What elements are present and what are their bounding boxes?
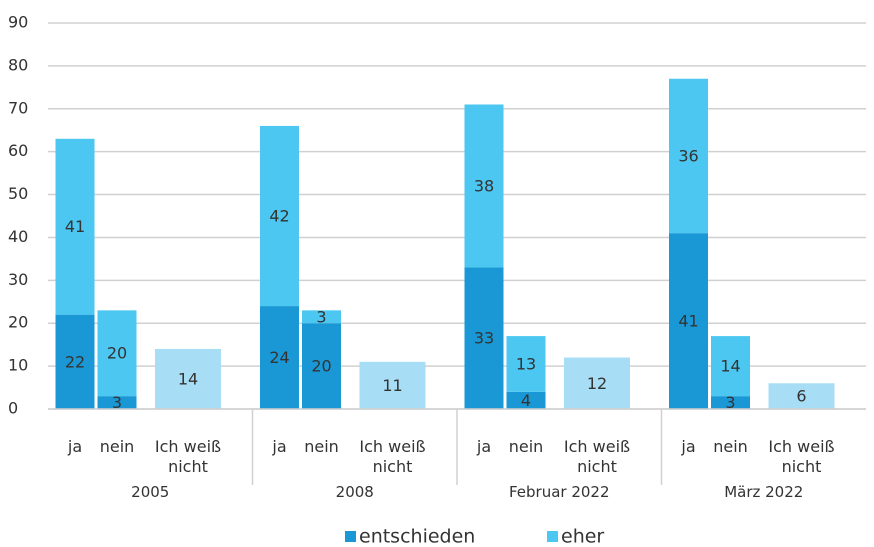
- y-tick-label: 80: [8, 55, 28, 74]
- bar-segment: [97, 310, 137, 397]
- bar-segment: [464, 267, 504, 409]
- group-label: März 2022: [724, 483, 804, 501]
- bar-segment: [464, 104, 504, 268]
- bar-segment: [55, 314, 95, 409]
- bar-segment: [55, 138, 95, 315]
- x-tick-label: Ich weiß nicht: [359, 437, 426, 476]
- bar-segment: [506, 336, 546, 392]
- bar-segment: [260, 125, 299, 307]
- bar-segment: [302, 323, 341, 409]
- bar-segment: [768, 383, 835, 409]
- data-label: 12: [587, 374, 607, 393]
- y-tick-label: 30: [8, 270, 28, 289]
- data-label: 14: [720, 357, 740, 376]
- y-tick-label: 50: [8, 184, 28, 203]
- data-label: 41: [65, 217, 85, 236]
- data-label: 3: [725, 393, 735, 412]
- x-tick-label: ja: [272, 437, 287, 456]
- y-tick-label: 60: [8, 141, 28, 160]
- y-tick-label: 20: [8, 313, 28, 332]
- bar-segment: [155, 348, 221, 409]
- x-tick-label: nein: [508, 437, 544, 456]
- data-label: 3: [112, 393, 122, 412]
- data-label: 22: [65, 352, 85, 371]
- data-label: 33: [474, 329, 494, 348]
- data-label: 42: [269, 207, 289, 226]
- y-tick-label: 0: [8, 399, 18, 418]
- x-tick-label: ja: [476, 437, 492, 456]
- x-tick-label: Ich weiß nicht: [154, 437, 222, 476]
- data-label: 36: [678, 146, 698, 165]
- data-label: 24: [269, 348, 289, 367]
- data-label: 4: [521, 391, 531, 410]
- data-label: 20: [311, 357, 331, 376]
- group-label: 2008: [335, 483, 374, 501]
- bar-segment: [97, 396, 137, 409]
- x-tick-label: Ich weiß nicht: [563, 437, 631, 476]
- x-tick-label: nein: [304, 437, 339, 456]
- data-label: 41: [678, 312, 698, 331]
- data-label: 11: [382, 376, 402, 395]
- x-tick-label: ja: [67, 437, 83, 456]
- bar-segment: [302, 310, 341, 324]
- data-label: 6: [796, 387, 806, 406]
- legend-label: eher: [561, 526, 604, 547]
- legend-swatch: [547, 531, 558, 542]
- bar-segment: [359, 361, 426, 409]
- bar-segment: [260, 306, 299, 409]
- bar-segment: [669, 78, 708, 234]
- data-label: 14: [178, 369, 198, 388]
- bar-segment: [669, 233, 708, 409]
- bar-segment: [711, 396, 750, 409]
- data-label: 38: [474, 176, 494, 195]
- data-label: 13: [516, 354, 536, 373]
- data-label: 3: [316, 307, 326, 326]
- y-tick-label: 10: [8, 356, 28, 375]
- x-tick-label: nein: [99, 437, 135, 456]
- bar-segment: [564, 357, 630, 409]
- y-tick-label: 70: [8, 98, 28, 117]
- bar-segment: [711, 336, 750, 397]
- x-tick-label: ja: [681, 437, 696, 456]
- x-tick-label: nein: [713, 437, 748, 456]
- legend-swatch: [345, 531, 356, 542]
- bar-segment: [506, 391, 546, 409]
- data-label: 20: [107, 344, 127, 363]
- group-label: 2005: [131, 483, 170, 501]
- y-tick-label: 40: [8, 227, 28, 246]
- legend-label: entschieden: [359, 526, 475, 547]
- x-tick-label: Ich weiß nicht: [768, 437, 835, 476]
- group-label: Februar 2022: [508, 483, 610, 501]
- y-tick-label: 90: [8, 13, 28, 32]
